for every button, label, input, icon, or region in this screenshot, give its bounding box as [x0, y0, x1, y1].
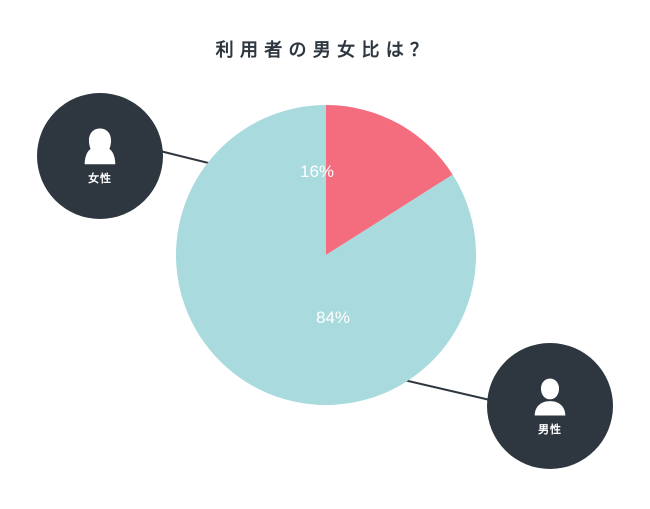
slice-label-female: 16% — [300, 162, 334, 182]
pie-chart — [176, 105, 476, 405]
slice-label-male: 84% — [316, 308, 350, 328]
callout-label-male: 男性 — [538, 421, 562, 437]
callout-badge-female: 女性 — [37, 93, 163, 219]
callout-badge-male: 男性 — [487, 343, 613, 469]
chart-canvas: 利用者の男女比は？ 16% 84% 女性男性 — [0, 0, 650, 509]
person-male-icon — [532, 375, 568, 416]
chart-title: 利用者の男女比は？ — [0, 36, 650, 62]
callout-label-female: 女性 — [88, 170, 112, 186]
person-female-icon — [83, 126, 117, 165]
